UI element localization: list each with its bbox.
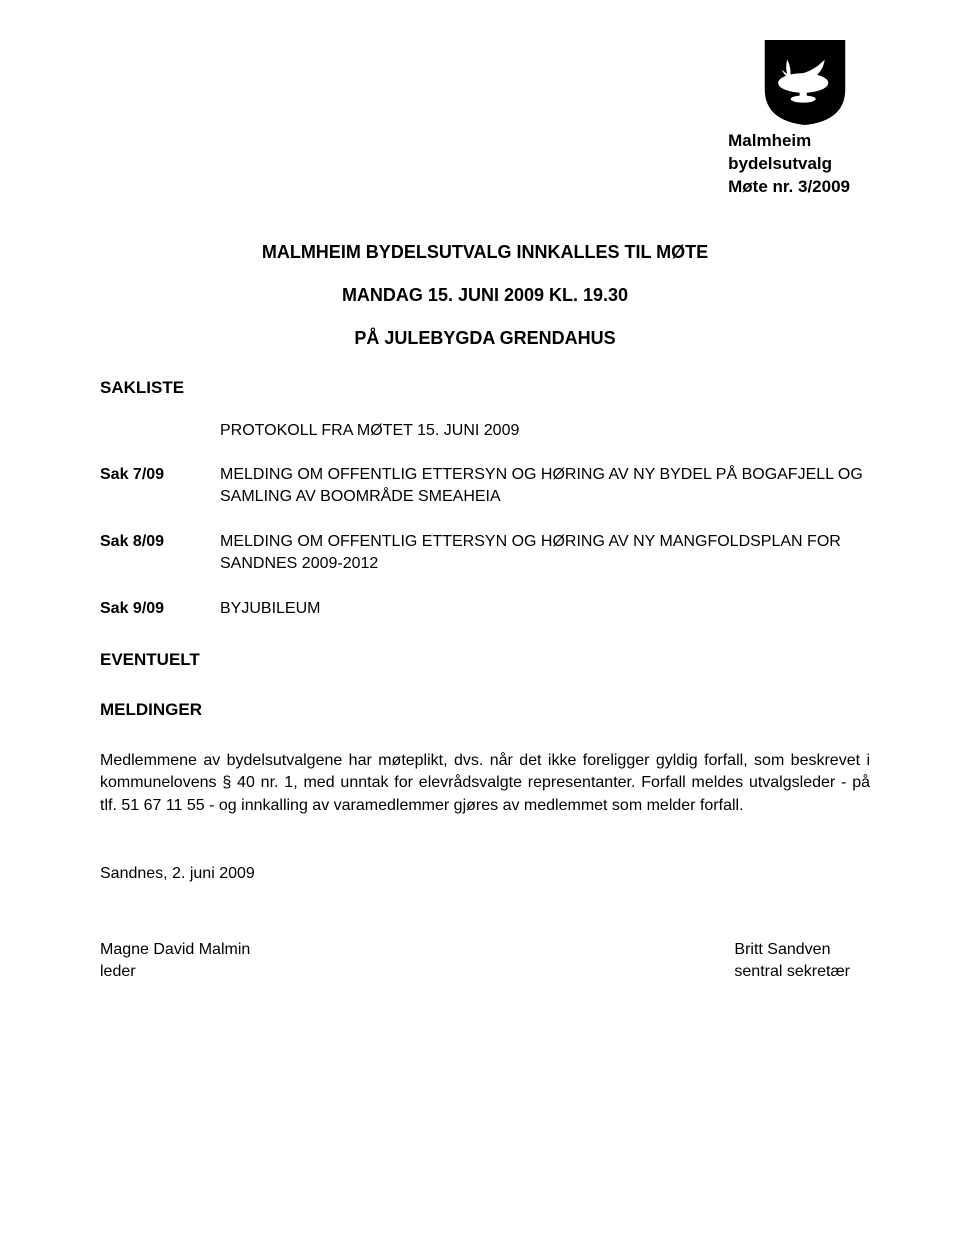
agenda-key: Sak 9/09 [100, 598, 220, 620]
signer-role: leder [100, 961, 250, 983]
header-block: Malmheim bydelsutvalg Møte nr. 3/2009 [728, 130, 850, 199]
agenda-item: Sak 7/09 MELDING OM OFFENTLIG ETTERSYN O… [100, 464, 870, 509]
signer-name: Britt Sandven [734, 939, 850, 961]
agenda-list: PROTOKOLL FRA MØTET 15. JUNI 2009 Sak 7/… [100, 420, 870, 620]
title-line-1: MALMHEIM BYDELSUTVALG INNKALLES TIL MØTE [100, 240, 870, 265]
header-board: bydelsutvalg [728, 153, 850, 176]
title-block: MALMHEIM BYDELSUTVALG INNKALLES TIL MØTE… [100, 240, 870, 352]
header-meeting: Møte nr. 3/2009 [728, 176, 850, 199]
agenda-key: Sak 7/09 [100, 464, 220, 486]
municipal-logo [760, 40, 850, 125]
agenda-text: MELDING OM OFFENTLIG ETTERSYN OG HØRING … [220, 531, 870, 576]
signer-name: Magne David Malmin [100, 939, 250, 961]
header-org: Malmheim [728, 130, 850, 153]
document-page: Malmheim bydelsutvalg Møte nr. 3/2009 MA… [0, 0, 960, 1250]
agenda-item: Sak 9/09 BYJUBILEUM [100, 598, 870, 620]
meldinger-heading: MELDINGER [100, 700, 870, 720]
agenda-item: Sak 8/09 MELDING OM OFFENTLIG ETTERSYN O… [100, 531, 870, 576]
signature-left: Magne David Malmin leder [100, 939, 250, 982]
shield-icon [760, 40, 850, 125]
agenda-item: PROTOKOLL FRA MØTET 15. JUNI 2009 [100, 420, 870, 442]
signer-role: sentral sekretær [734, 961, 850, 983]
title-line-2: MANDAG 15. JUNI 2009 KL. 19.30 [100, 283, 870, 308]
body-paragraph: Medlemmene av bydelsutvalgene har møtepl… [100, 750, 870, 817]
title-line-3: PÅ JULEBYGDA GRENDAHUS [100, 326, 870, 351]
sakliste-heading: SAKLISTE [100, 378, 870, 398]
signature-block: Magne David Malmin leder Britt Sandven s… [100, 939, 870, 982]
signature-right: Britt Sandven sentral sekretær [734, 939, 850, 982]
agenda-text: BYJUBILEUM [220, 598, 870, 620]
agenda-key: Sak 8/09 [100, 531, 220, 553]
agenda-text: PROTOKOLL FRA MØTET 15. JUNI 2009 [220, 420, 870, 442]
date-line: Sandnes, 2. juni 2009 [100, 865, 870, 883]
eventuelt-heading: EVENTUELT [100, 650, 870, 670]
agenda-text: MELDING OM OFFENTLIG ETTERSYN OG HØRING … [220, 464, 870, 509]
